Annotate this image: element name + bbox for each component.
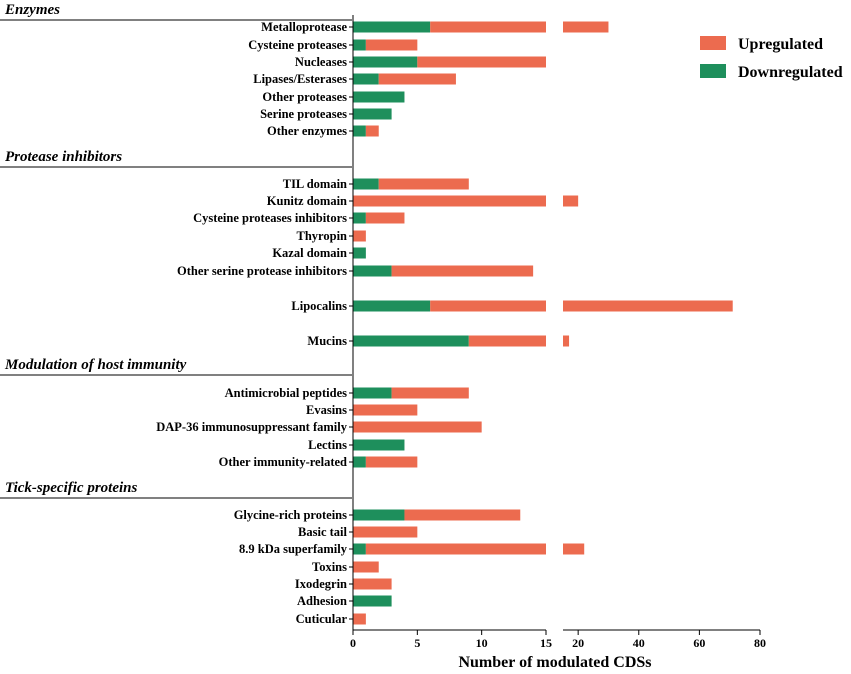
bar-up-mucins [468, 335, 546, 347]
bar-up-other-enzymes [365, 125, 379, 137]
category-label-nucleases: Nucleases [295, 55, 347, 69]
bar-down-kazal-domain [353, 247, 366, 259]
bar-up-til-domain [378, 178, 469, 190]
category-label-other-serine-protease-inhibitors: Other serine protease inhibitors [177, 264, 347, 278]
bar-down-glycine-rich-proteins [353, 509, 405, 521]
bar-up-lipocalins-extended [563, 300, 733, 312]
bar-down-antimicrobial-peptides [353, 387, 392, 399]
x-tick-label: 15 [540, 636, 552, 650]
section-title-modulation-of-host-immunity: Modulation of host immunity [4, 357, 187, 373]
category-label-other-enzymes: Other enzymes [267, 124, 347, 138]
category-label-ixodegrin: Ixodegrin [295, 577, 347, 591]
category-label-glycine-rich-proteins: Glycine-rich proteins [234, 508, 347, 522]
bar-up-mucins-extended [563, 335, 570, 347]
category-label-kunitz-domain: Kunitz domain [267, 194, 347, 208]
category-label-other-immunity-related: Other immunity-related [219, 455, 347, 469]
bar-down-other-serine-protease-inhibitors [353, 265, 392, 277]
bar-up-cuticular [353, 613, 366, 625]
bar-down-mucins [353, 335, 469, 347]
bar-up-cysteine-proteases [365, 39, 418, 51]
category-label-lipases-esterases: Lipases/Esterases [253, 72, 347, 86]
category-label-dap-36-immunosuppressant-family: DAP-36 immunosuppressant family [156, 420, 348, 434]
category-label-cysteine-proteases: Cysteine proteases [248, 38, 347, 52]
bar-up-thyropin [353, 230, 366, 242]
category-label-adhesion: Adhesion [297, 594, 347, 608]
category-label-basic-tail: Basic tail [298, 525, 347, 539]
bar-up-kunitz-domain-extended [563, 195, 579, 207]
section-title-protease-inhibitors: Protease inhibitors [5, 149, 122, 165]
x-tick-label: 20 [572, 636, 584, 650]
x-tick-label: 5 [414, 636, 420, 650]
bar-up-glycine-rich-proteins [404, 509, 521, 521]
x-tick-label: 60 [693, 636, 705, 650]
category-label-evasins: Evasins [306, 403, 347, 417]
bar-up-lipases-esterases [378, 73, 456, 85]
bar-down-lipocalins [353, 300, 431, 312]
category-label-cuticular: Cuticular [296, 612, 348, 626]
legend-swatch-upregulated [700, 36, 726, 50]
bar-up-8-9-kda-superfamily-extended [563, 543, 585, 555]
bar-down-8-9-kda-superfamily [353, 543, 366, 555]
category-label-8-9-kda-superfamily: 8.9 kDa superfamily [239, 542, 348, 556]
bar-down-serine-proteases [353, 108, 392, 120]
bar-up-nucleases [417, 56, 546, 68]
x-tick-label: 40 [633, 636, 645, 650]
category-label-thyropin: Thyropin [297, 229, 348, 243]
bar-down-lectins [353, 439, 405, 451]
category-label-cysteine-proteases-inhibitors: Cysteine proteases inhibitors [193, 211, 347, 225]
bar-down-adhesion [353, 595, 392, 607]
bar-down-til-domain [353, 178, 379, 190]
bar-down-other-immunity-related [353, 456, 366, 468]
bar-up-metalloprotease-extended [563, 21, 609, 33]
category-label-kazal-domain: Kazal domain [272, 246, 347, 260]
bar-up-evasins [353, 404, 418, 416]
bar-up-lipocalins [430, 300, 546, 312]
bar-down-lipases-esterases [353, 73, 379, 85]
category-label-lipocalins: Lipocalins [291, 299, 347, 313]
category-label-other-proteases: Other proteases [262, 90, 347, 104]
bar-down-nucleases [353, 56, 418, 68]
bar-down-metalloprotease [353, 21, 431, 33]
bar-down-other-proteases [353, 91, 405, 103]
category-label-lectins: Lectins [308, 438, 347, 452]
category-label-toxins: Toxins [312, 560, 347, 574]
bar-up-ixodegrin [353, 578, 392, 590]
bar-up-other-immunity-related [365, 456, 418, 468]
section-title-enzymes: Enzymes [4, 2, 60, 18]
category-label-mucins: Mucins [307, 334, 347, 348]
bar-up-dap-36-immunosuppressant-family [353, 421, 482, 433]
category-label-metalloprotease: Metalloprotease [261, 20, 347, 34]
bar-down-cysteine-proteases [353, 39, 366, 51]
x-tick-label: 10 [476, 636, 488, 650]
bar-up-antimicrobial-peptides [391, 387, 469, 399]
bar-up-metalloprotease [430, 21, 546, 33]
legend-label-downregulated: Downregulated [738, 64, 843, 81]
category-label-serine-proteases: Serine proteases [260, 107, 347, 121]
category-label-antimicrobial-peptides: Antimicrobial peptides [225, 386, 347, 400]
bar-up-basic-tail [353, 526, 418, 538]
bar-up-cysteine-proteases-inhibitors [365, 212, 405, 224]
bar-down-cysteine-proteases-inhibitors [353, 212, 366, 224]
x-tick-label: 0 [350, 636, 356, 650]
bar-up-8-9-kda-superfamily [365, 543, 546, 555]
legend-swatch-downregulated [700, 64, 726, 78]
category-label-til-domain: TIL domain [283, 177, 347, 191]
bar-down-other-enzymes [353, 125, 366, 137]
bar-up-toxins [353, 561, 379, 573]
x-tick-label: 80 [754, 636, 766, 650]
bar-up-other-serine-protease-inhibitors [391, 265, 534, 277]
bar-up-kunitz-domain [353, 195, 546, 207]
section-title-tick-specific-proteins: Tick-specific proteins [5, 480, 137, 496]
legend-label-upregulated: Upregulated [738, 36, 823, 53]
x-axis-title: Number of modulated CDSs [458, 654, 651, 671]
